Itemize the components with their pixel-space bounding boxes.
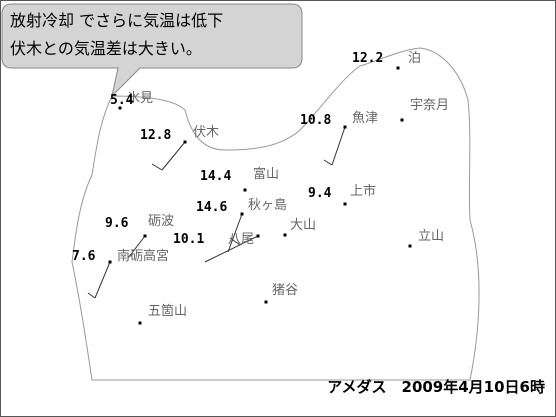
station-temp: 10.8 <box>300 113 331 128</box>
station-dot <box>264 300 268 304</box>
station-temp: 9.4 <box>308 186 332 201</box>
footer: アメダス 2009年4月10日6時 <box>327 378 545 396</box>
station-name: 八尾 <box>228 232 254 247</box>
station-dot <box>343 202 347 206</box>
station-name: 南砺高宮 <box>117 248 169 264</box>
station-dot <box>408 244 412 248</box>
station-dot <box>138 321 142 325</box>
station-name: 宇奈月 <box>410 98 449 113</box>
station-temp: 14.6 <box>196 200 227 215</box>
station-name: 氷見 <box>127 91 153 106</box>
station-name: 立山 <box>418 229 444 244</box>
prefecture-outline <box>71 47 480 381</box>
callout-line: 放射冷却 でさらに気温は低下 <box>10 11 223 30</box>
station-dot <box>343 125 347 129</box>
wind-barbs <box>87 126 346 299</box>
station-name: 泊 <box>408 51 421 66</box>
station-name: 富山 <box>253 166 279 182</box>
station-name: 伏木 <box>193 125 219 140</box>
station-name: 砺波 <box>148 214 174 229</box>
station-name: 魚津 <box>352 111 378 126</box>
station-temp: 14.4 <box>200 169 231 184</box>
station-name: 猪谷 <box>272 283 298 298</box>
station-dot <box>256 234 260 238</box>
station-dot <box>108 260 112 264</box>
station-temp: 5.4 <box>110 93 134 108</box>
station-temp: 12.2 <box>352 51 383 66</box>
station-dot <box>396 66 400 70</box>
station-dot <box>240 212 244 216</box>
station-temp: 9.6 <box>105 216 129 231</box>
station-dot <box>183 140 187 144</box>
station-temp: 12.8 <box>140 128 171 143</box>
station-temp: 10.1 <box>173 232 204 247</box>
station-temp: 7.6 <box>72 249 96 264</box>
station-dot <box>243 188 247 192</box>
callout-line: 伏木との気温差は大きい。 <box>10 39 202 58</box>
station-dot <box>400 118 404 122</box>
station-name: 秋ヶ島 <box>248 198 287 213</box>
station-dot <box>283 233 287 237</box>
station-dot <box>143 234 147 238</box>
station-name: 五箇山 <box>148 303 187 319</box>
station-name: 大山 <box>290 218 316 233</box>
station-dot <box>118 106 122 110</box>
callout <box>1 3 303 98</box>
station-name: 上市 <box>350 183 376 199</box>
